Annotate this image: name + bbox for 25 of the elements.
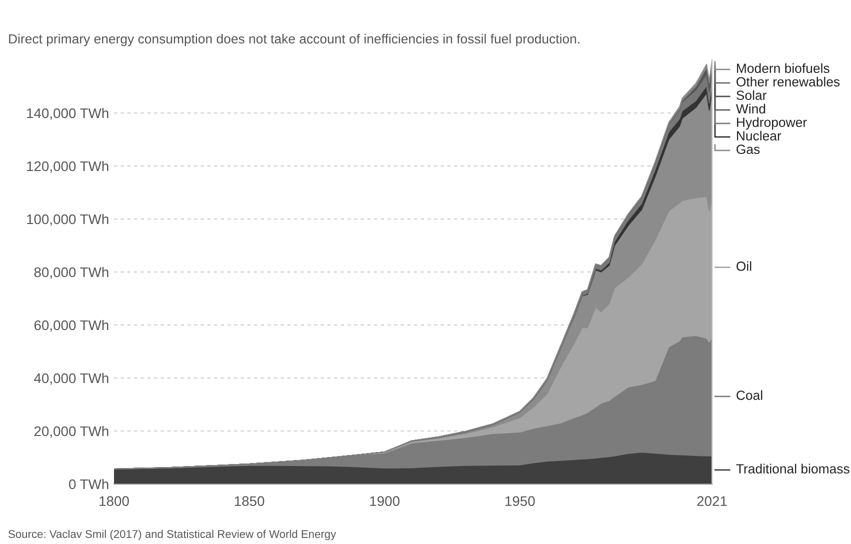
text: Wind bbox=[736, 104, 766, 114]
y-tick-label: 140,000 TWh bbox=[27, 108, 108, 120]
legend-label: Modern biofuels bbox=[737, 63, 830, 73]
y-tick-label: 20,000 TWh bbox=[34, 426, 108, 438]
text: Solar bbox=[736, 90, 767, 100]
x-tick-label: 2021 bbox=[697, 496, 727, 506]
x-tick-label: 1900 bbox=[370, 496, 400, 506]
source-note: Source: Vaclav Smil (2017) and Statistical Review of World Energy bbox=[8, 530, 336, 540]
legend-label: Gas bbox=[736, 144, 760, 154]
y-tick-label: 80,000 TWh bbox=[34, 266, 108, 279]
x-tick-label: 1850 bbox=[234, 496, 264, 506]
y-tick-label: 40,000 TWh bbox=[34, 372, 108, 385]
legend-label: Other renewables bbox=[736, 76, 840, 86]
legend-label: Oil bbox=[736, 261, 752, 271]
y-tick-label: 100,000 TWh bbox=[27, 214, 108, 226]
x-tick-label: 1950 bbox=[505, 496, 535, 506]
chart-subtitle: Direct primary energy consumption does not take account of inefficiencies in fossil fuel production. bbox=[9, 34, 580, 46]
text: Nuclear bbox=[737, 130, 782, 140]
legend-label: Traditional biomass bbox=[736, 464, 850, 474]
y-tick-label: 120,000 TWh bbox=[27, 160, 108, 173]
y-tick-label: 60,000 TWh bbox=[34, 320, 108, 332]
text: Hydropower bbox=[737, 117, 807, 130]
y-tick-label: 0 TWh bbox=[69, 478, 108, 490]
x-tick-label: 1800 bbox=[100, 496, 129, 506]
legend-label: Coal bbox=[736, 390, 762, 400]
